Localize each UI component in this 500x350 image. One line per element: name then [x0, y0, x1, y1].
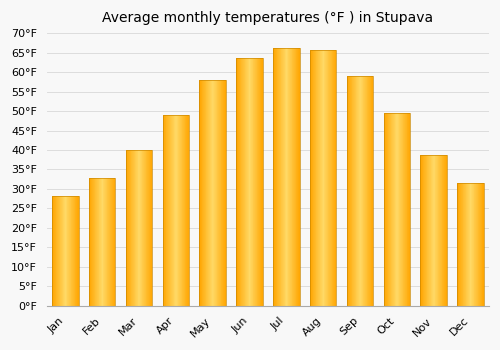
Bar	[457, 183, 483, 306]
Bar	[200, 80, 226, 306]
Title: Average monthly temperatures (°F ) in Stupava: Average monthly temperatures (°F ) in St…	[102, 11, 434, 25]
Bar	[346, 76, 373, 306]
Bar	[162, 116, 189, 306]
Bar	[236, 58, 262, 306]
Bar	[52, 196, 78, 306]
Bar	[126, 150, 152, 306]
Bar	[420, 155, 447, 306]
Bar	[273, 48, 299, 306]
Bar	[310, 50, 336, 306]
Bar	[384, 113, 410, 306]
Bar	[89, 178, 116, 306]
